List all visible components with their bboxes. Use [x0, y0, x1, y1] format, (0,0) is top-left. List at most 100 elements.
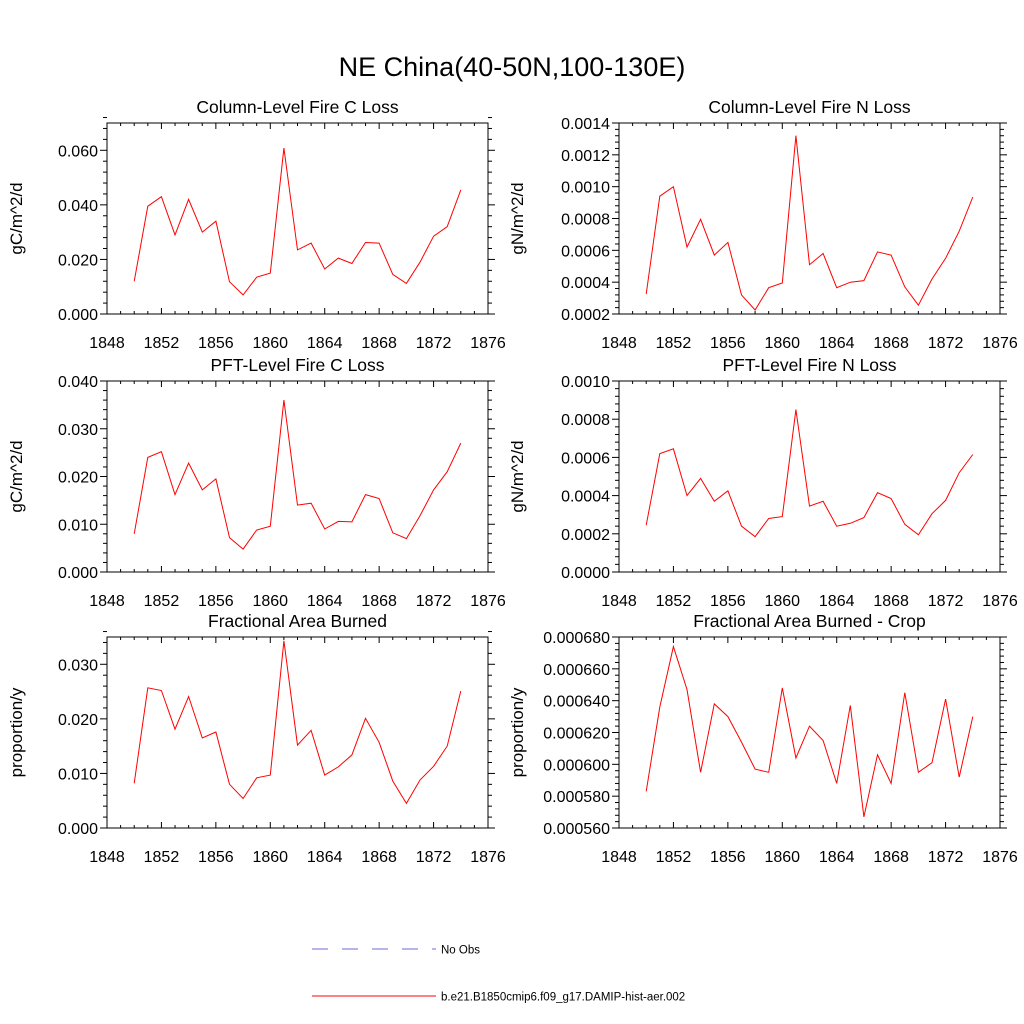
- y-tick-label: 0.000: [58, 565, 98, 582]
- x-tick-label: 1864: [819, 593, 855, 610]
- y-axis-label: proportion/y: [508, 687, 527, 777]
- y-tick-label: 0.0000: [561, 565, 610, 582]
- y-axis-label: gN/m^2/d: [508, 440, 527, 512]
- x-tick-label: 1864: [307, 593, 343, 610]
- y-tick-label: 0.000: [58, 307, 98, 324]
- y-axis-label: proportion/y: [7, 687, 26, 777]
- x-tick-label: 1856: [198, 849, 234, 866]
- y-tick-label: 0.040: [58, 374, 98, 391]
- x-tick-label: 1872: [928, 849, 964, 866]
- x-tick-label: 1868: [873, 335, 909, 352]
- x-tick-label: 1868: [361, 335, 397, 352]
- x-tick-label: 1852: [144, 335, 180, 352]
- y-tick-label: 0.060: [58, 143, 98, 160]
- y-tick-label: 0.0006: [561, 450, 610, 467]
- plot-frame: [618, 380, 1001, 573]
- x-tick-label: 1848: [601, 335, 637, 352]
- chart-panel-5: Fractional Area Burned proportion/y 1848 18…: [7, 611, 506, 866]
- panel-title: Column-Level Fire C Loss: [196, 97, 399, 117]
- x-tick-label: 1876: [982, 593, 1018, 610]
- series-line: [133, 640, 462, 805]
- panel-title: PFT-Level Fire C Loss: [210, 355, 384, 375]
- y-tick-label: 0.000580: [543, 789, 610, 806]
- panels: Column-Level Fire C Loss gC/m^2/d 1848 1852…: [7, 97, 1018, 866]
- x-tick-label: 1876: [982, 849, 1018, 866]
- x-tick-label: 1856: [198, 593, 234, 610]
- y-axis-label: gN/m^2/d: [508, 182, 527, 254]
- x-tick-label: 1856: [710, 593, 746, 610]
- y-tick-label: 0.0008: [561, 412, 610, 429]
- x-tick-label: 1852: [144, 593, 180, 610]
- x-tick-label: 1864: [307, 335, 343, 352]
- x-tick-label: 1864: [307, 849, 343, 866]
- plot-frame: [618, 122, 1001, 315]
- x-tick-label: 1876: [470, 593, 506, 610]
- y-tick-label: 0.030: [58, 657, 98, 674]
- legend-model-label: b.e21.B1850cmip6.f09_g17.DAMIP-hist-aer.…: [441, 992, 685, 1004]
- legend: No Obs b.e21.B1850cmip6.f09_g17.DAMIP-hi…: [312, 945, 685, 1004]
- y-tick-label: 0.0014: [561, 116, 610, 133]
- x-tick-label: 1852: [656, 335, 692, 352]
- y-tick-label: 0.020: [58, 712, 98, 729]
- x-tick-label: 1872: [416, 593, 452, 610]
- x-tick-label: 1868: [873, 849, 909, 866]
- y-tick-label: 0.0004: [561, 489, 610, 506]
- series-line: [133, 400, 462, 550]
- x-tick-label: 1860: [252, 593, 288, 610]
- y-axis-label: gC/m^2/d: [7, 182, 26, 254]
- x-tick-label: 1872: [416, 335, 452, 352]
- series-line: [133, 148, 462, 296]
- x-tick-label: 1848: [601, 849, 637, 866]
- x-tick-label: 1876: [982, 335, 1018, 352]
- x-tick-label: 1876: [470, 335, 506, 352]
- chart-panel-2: Column-Level Fire N Loss gN/m^2/d 1848 1852…: [508, 97, 1018, 352]
- y-tick-label: 0.0012: [561, 148, 610, 165]
- x-tick-label: 1856: [710, 335, 746, 352]
- series-line: [645, 135, 974, 311]
- x-tick-label: 1852: [656, 849, 692, 866]
- x-tick-label: 1864: [819, 335, 855, 352]
- y-tick-label: 0.040: [58, 198, 98, 215]
- y-tick-label: 0.0006: [561, 243, 610, 260]
- y-tick-label: 0.0004: [561, 275, 610, 292]
- chart-panel-1: Column-Level Fire C Loss gC/m^2/d 1848 1852…: [7, 97, 506, 352]
- x-tick-label: 1856: [710, 849, 746, 866]
- plot-frame: [106, 380, 489, 573]
- x-tick-label: 1876: [470, 849, 506, 866]
- y-axis-label: gC/m^2/d: [7, 440, 26, 512]
- y-tick-label: 0.0010: [561, 180, 610, 197]
- y-tick-label: 0.010: [58, 766, 98, 783]
- x-tick-label: 1872: [416, 849, 452, 866]
- x-tick-label: 1864: [819, 849, 855, 866]
- y-tick-label: 0.000660: [543, 662, 610, 679]
- series-line: [645, 644, 974, 818]
- x-tick-label: 1848: [89, 335, 125, 352]
- y-tick-label: 0.020: [58, 470, 98, 487]
- series-line: [645, 409, 974, 538]
- plot-frame: [106, 122, 489, 315]
- chart-panel-3: PFT-Level Fire C Loss gC/m^2/d 1848 1852 185…: [7, 355, 506, 610]
- x-tick-label: 1868: [361, 593, 397, 610]
- panel-title: Fractional Area Burned: [208, 611, 387, 631]
- y-tick-label: 0.0010: [561, 374, 610, 391]
- y-tick-label: 0.0002: [561, 527, 610, 544]
- panel-title: PFT-Level Fire N Loss: [722, 355, 896, 375]
- y-tick-label: 0.000: [58, 821, 98, 838]
- figure-title: NE China(40-50N,100-130E): [339, 52, 686, 82]
- y-tick-label: 0.000560: [543, 821, 610, 838]
- chart-panel-4: PFT-Level Fire N Loss gN/m^2/d 1848 1852 185…: [508, 355, 1018, 610]
- y-tick-label: 0.000600: [543, 757, 610, 774]
- x-tick-label: 1872: [928, 335, 964, 352]
- x-tick-label: 1856: [198, 335, 234, 352]
- x-tick-label: 1860: [252, 849, 288, 866]
- plot-frame: [106, 636, 489, 829]
- x-tick-label: 1860: [764, 849, 800, 866]
- x-tick-label: 1872: [928, 593, 964, 610]
- y-tick-label: 0.010: [58, 517, 98, 534]
- x-tick-label: 1860: [764, 593, 800, 610]
- x-tick-label: 1860: [252, 335, 288, 352]
- x-tick-label: 1868: [361, 849, 397, 866]
- y-tick-label: 0.000640: [543, 694, 610, 711]
- panel-title: Fractional Area Burned - Crop: [693, 611, 925, 631]
